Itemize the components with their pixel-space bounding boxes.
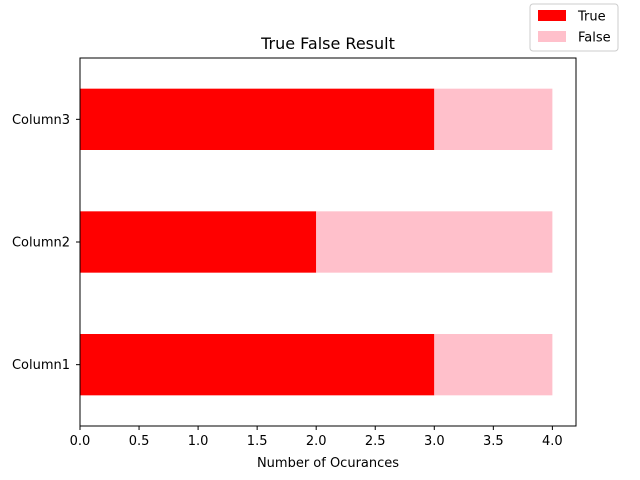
- x-axis-title: Number of Ocurances: [257, 456, 399, 471]
- bar-column3-true: [80, 88, 435, 150]
- x-tick-label: 1.5: [247, 434, 268, 449]
- x-tick-label: 2.5: [365, 434, 386, 449]
- x-tick-label: 3.0: [424, 434, 445, 449]
- y-tick-label: Column3: [12, 113, 70, 128]
- bar-column2-false: [316, 211, 553, 273]
- x-tick-label: 3.5: [483, 434, 504, 449]
- legend-label-true: True: [577, 10, 606, 25]
- legend-label-false: False: [578, 31, 611, 46]
- y-tick-label: Column2: [12, 236, 70, 251]
- x-axis: 0.0 0.5 1.0 1.5 2.0 2.5 3.0 3.5 4.0: [70, 426, 563, 449]
- legend-swatch-false: [538, 31, 566, 42]
- bar-column2-true: [80, 211, 317, 273]
- bar-column1-true: [80, 334, 435, 396]
- x-tick-label: 4.0: [542, 434, 563, 449]
- x-tick-label: 0.0: [70, 434, 91, 449]
- x-tick-label: 0.5: [129, 434, 150, 449]
- legend: True False: [529, 3, 619, 52]
- x-tick-label: 1.0: [188, 434, 209, 449]
- y-tick-label: Column1: [12, 358, 70, 373]
- chart-title: True False Result: [260, 34, 395, 53]
- y-axis: Column1 Column2 Column3: [12, 113, 80, 373]
- bars-group: [80, 88, 553, 396]
- legend-swatch-true: [538, 10, 566, 21]
- bar-column1-false: [434, 334, 553, 396]
- bar-column3-false: [434, 88, 553, 150]
- x-tick-label: 2.0: [306, 434, 327, 449]
